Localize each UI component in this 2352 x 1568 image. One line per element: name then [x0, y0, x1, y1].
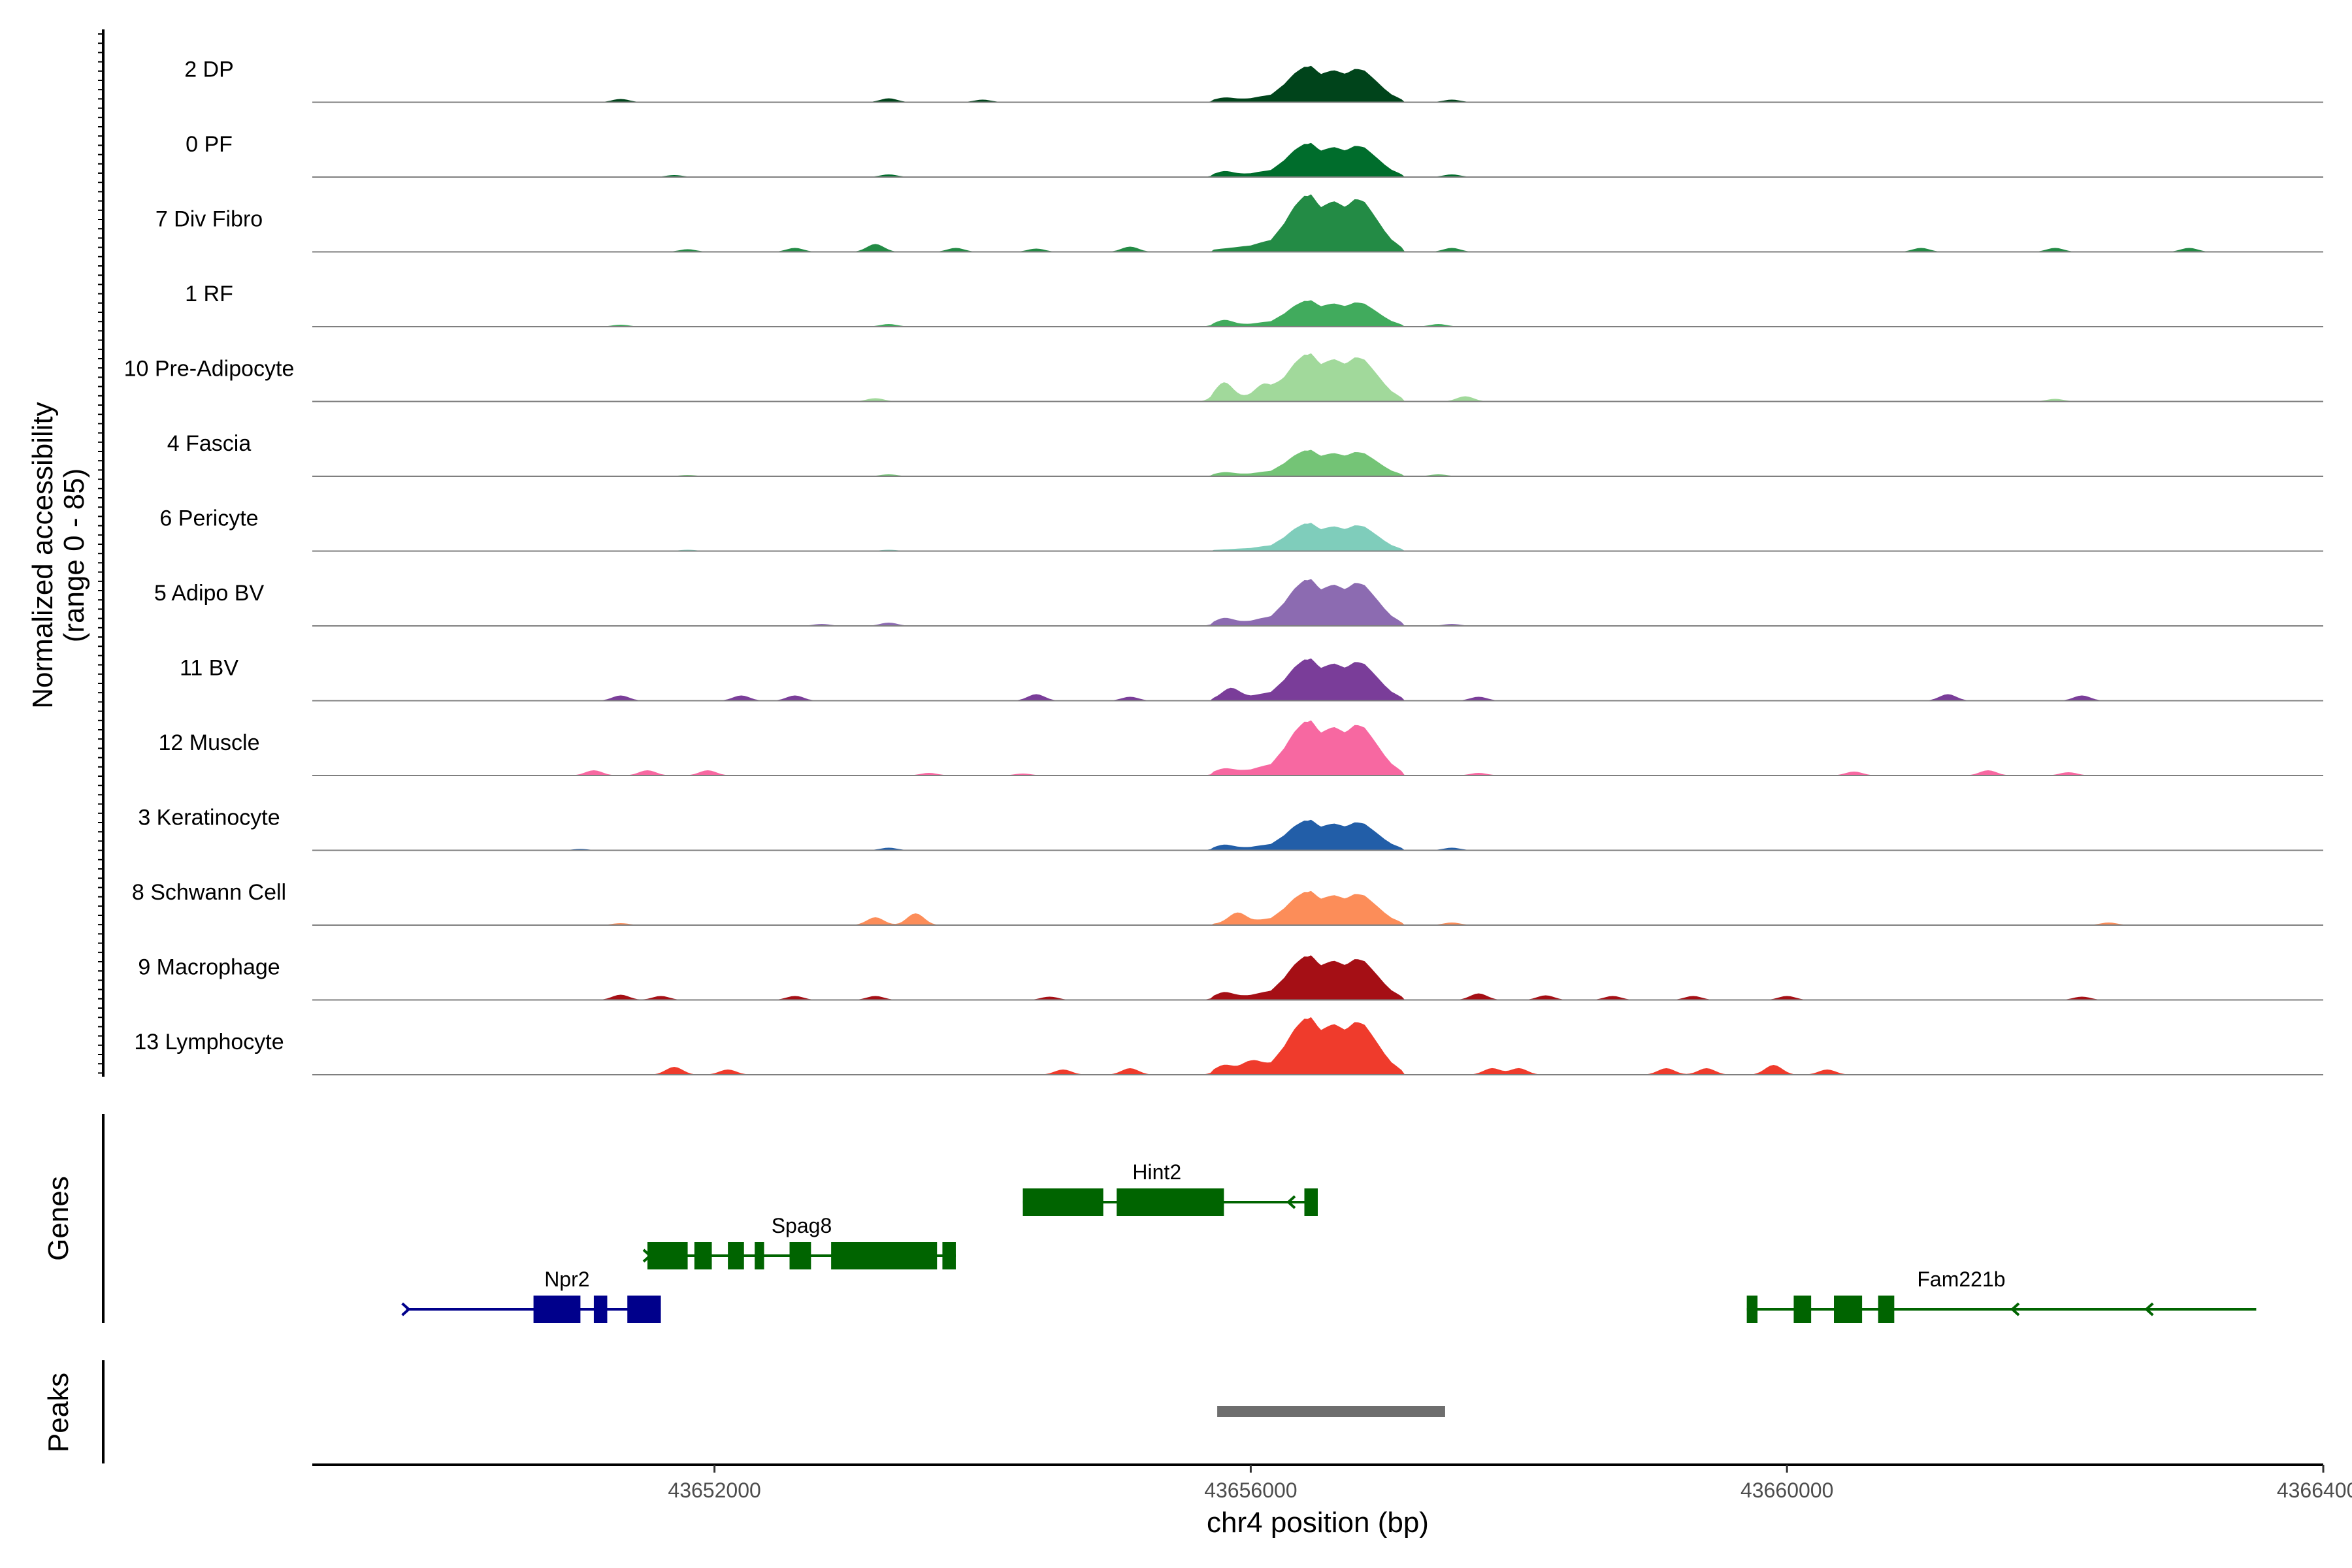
track-6-pericyte: 6 Pericyte	[159, 506, 2323, 552]
coverage-area-7-div-fibro	[446, 194, 2297, 252]
gene-label: Fam221b	[1917, 1267, 2005, 1291]
gene-exon	[1117, 1188, 1224, 1216]
x-tick-label: 43652000	[668, 1478, 760, 1502]
track-label: 7 Div Fibro	[155, 207, 263, 232]
gene-exon	[647, 1242, 688, 1269]
gene-exon	[755, 1242, 764, 1269]
track-4-fascia: 4 Fascia	[167, 431, 2323, 477]
coverage-area-8-schwann-cell	[446, 890, 2297, 925]
track-label: 3 Keratinocyte	[138, 806, 280, 830]
track-label: 2 DP	[184, 57, 234, 82]
x-axis-title: chr4 position (bp)	[1207, 1507, 1429, 1539]
gene-spag8: Spag8	[642, 1214, 956, 1269]
coverage-y-ticks	[98, 33, 103, 1074]
track-label: 11 BV	[180, 656, 238, 681]
gene-exon	[1022, 1188, 1103, 1216]
strand-arrow	[642, 1249, 652, 1263]
track-7-div-fibro: 7 Div Fibro	[155, 194, 2323, 253]
x-tick-label: 43660000	[1740, 1478, 1833, 1502]
peaks-panel-label: Peaks	[42, 1373, 74, 1452]
coverage-area-4-fascia	[446, 449, 2297, 476]
peak-bar	[1217, 1406, 1445, 1417]
track-11-bv: 11 BV	[180, 656, 2323, 702]
track-13-lymphocyte: 13 Lymphocyte	[134, 1017, 2323, 1075]
track-label: 8 Schwann Cell	[132, 880, 286, 905]
gene-exon	[593, 1296, 608, 1323]
track-0-pf: 0 PF	[186, 132, 2323, 178]
y-axis-range: (range 0 - 85)	[58, 468, 90, 643]
coverage-tracks: 2 DP 0 PF 7 Div Fibro 1 RF 10 Pre-Adipocyte 4…	[124, 57, 2323, 1075]
gene-exon	[1746, 1296, 1758, 1323]
track-label: 9 Macrophage	[138, 955, 280, 980]
track-3-keratinocyte: 3 Keratinocyte	[138, 806, 2323, 851]
gene-label: Spag8	[772, 1214, 832, 1237]
x-tick-label: 43656000	[1204, 1478, 1297, 1502]
gene-exon	[1834, 1296, 1863, 1323]
track-label: 12 Muscle	[159, 730, 260, 755]
gene-exon	[533, 1296, 581, 1323]
track-label: 6 Pericyte	[159, 506, 258, 531]
track-5-adipo-bv: 5 Adipo BV	[154, 579, 2323, 627]
x-tick-label: 43664000	[2277, 1478, 2352, 1502]
gene-label: Hint2	[1132, 1160, 1181, 1184]
genes-panel-label: Genes	[42, 1176, 74, 1261]
strand-arrow	[401, 1302, 411, 1316]
coverage-area-6-pericyte	[446, 523, 2297, 551]
gene-exon	[728, 1242, 744, 1269]
gene-exon	[831, 1242, 938, 1269]
gene-exon	[942, 1242, 956, 1269]
coverage-area-2-dp	[446, 65, 2297, 103]
gene-exon	[789, 1242, 811, 1269]
peak-regions	[1217, 1406, 1445, 1417]
track-label: 1 RF	[185, 282, 233, 306]
coverage-area-0-pf	[446, 142, 2297, 177]
track-2-dp: 2 DP	[184, 57, 2323, 103]
strand-arrow	[2144, 1302, 2154, 1316]
coverage-area-1-rf	[446, 300, 2297, 327]
coverage-area-12-muscle	[446, 720, 2297, 776]
coverage-area-11-bv	[446, 658, 2297, 701]
gene-exon	[1878, 1296, 1895, 1323]
track-8-schwann-cell: 8 Schwann Cell	[132, 880, 2323, 926]
track-label: 10 Pre-Adipocyte	[124, 357, 295, 382]
gene-exon	[1304, 1188, 1318, 1216]
gene-label: Npr2	[544, 1267, 589, 1291]
track-label: 4 Fascia	[167, 431, 252, 456]
track-12-muscle: 12 Muscle	[159, 720, 2323, 776]
coverage-area-3-keratinocyte	[446, 819, 2297, 851]
gene-exon	[694, 1242, 712, 1269]
gene-npr2: Npr2	[401, 1267, 661, 1323]
track-10-pre-adipocyte: 10 Pre-Adipocyte	[124, 353, 2323, 402]
track-1-rf: 1 RF	[185, 282, 2323, 327]
coverage-area-9-macrophage	[446, 955, 2297, 1000]
gene-exon	[1793, 1296, 1812, 1323]
track-label: 13 Lymphocyte	[134, 1030, 284, 1054]
track-9-macrophage: 9 Macrophage	[138, 955, 2323, 1001]
x-axis-ticks: 43652000 43656000 43660000 43664000	[668, 1465, 2352, 1502]
gene-exon	[627, 1296, 661, 1323]
strand-arrow	[1286, 1195, 1296, 1209]
gene-hint2: Hint2	[1022, 1160, 1318, 1216]
track-label: 5 Adipo BV	[154, 581, 265, 606]
gene-annotations: Hint2 Spag8 Npr2 Fam221b	[401, 1160, 2257, 1323]
y-axis-title: Normalized accessibility	[27, 402, 59, 708]
strand-arrow	[2010, 1302, 2020, 1316]
track-label: 0 PF	[186, 132, 233, 157]
coverage-area-5-adipo-bv	[446, 579, 2297, 626]
coverage-area-13-lymphocyte	[446, 1017, 2297, 1075]
gene-fam221b: Fam221b	[1746, 1267, 2257, 1323]
coverage-area-10-pre-adipocyte	[446, 353, 2297, 402]
